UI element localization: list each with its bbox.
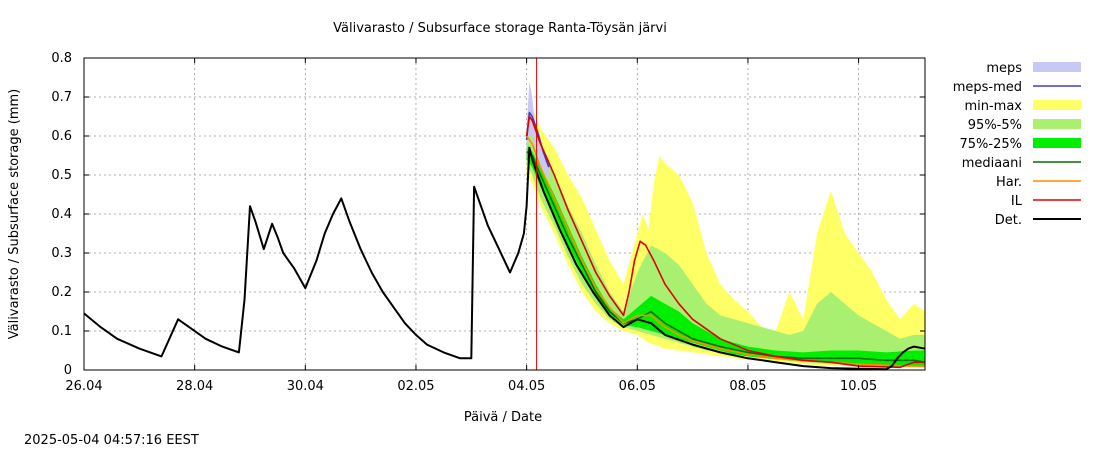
y-tick-label: 0.7 — [51, 90, 72, 105]
legend-label: mediaani — [962, 156, 1022, 171]
series-det — [83, 146, 926, 371]
legend-swatch — [1033, 119, 1081, 129]
legend-label: meps-med — [953, 80, 1022, 95]
bands — [526, 81, 925, 369]
x-tick-label: 30.04 — [287, 379, 324, 394]
series-mediaani — [526, 150, 926, 363]
x-tick-label: 28.04 — [176, 379, 213, 394]
legend-swatch — [1033, 62, 1081, 72]
legend-swatch — [1033, 138, 1081, 148]
y-tick-label: 0.6 — [51, 129, 72, 144]
timestamp: 2025-05-04 04:57:16 EEST — [24, 433, 199, 448]
legend-label: IL — [1011, 194, 1023, 209]
legend-label: 95%-5% — [968, 118, 1022, 133]
legend-label: 75%-25% — [960, 137, 1022, 152]
x-axis-ticks: 26.04 28.04 30.04 02.05 04.05 06.05 08.05 10.05 — [65, 58, 877, 394]
series-lines — [83, 111, 926, 371]
legend-label: meps — [986, 61, 1022, 76]
band-meps — [526, 81, 549, 179]
y-tick-label: 0.8 — [51, 51, 72, 66]
chart-title: Välivarasto / Subsurface storage Ranta-T… — [333, 21, 667, 36]
legend: meps meps-med min-max 95%-5% 75%-25% mediaani… — [953, 61, 1081, 228]
series-il — [525, 115, 925, 369]
y-tick-label: 0.5 — [51, 168, 72, 183]
legend-label: min-max — [964, 99, 1022, 114]
x-tick-label: 06.05 — [619, 379, 656, 394]
y-tick-label: 0.2 — [51, 285, 72, 300]
y-tick-label: 0.4 — [51, 207, 72, 222]
x-axis-label: Päivä / Date — [464, 410, 542, 425]
x-tick-label: 26.04 — [65, 379, 102, 394]
y-axis-label: Välivarasto / Subsurface storage (mm) — [7, 89, 22, 339]
y-tick-label: 0.1 — [51, 324, 72, 339]
x-tick-label: 04.05 — [508, 379, 545, 394]
x-tick-label: 10.05 — [840, 379, 877, 394]
legend-label: Har. — [996, 175, 1022, 190]
y-tick-label: 0.3 — [51, 246, 72, 261]
y-tick-label: 0 — [64, 363, 72, 378]
legend-label: Det. — [995, 213, 1022, 228]
legend-swatch — [1033, 100, 1081, 110]
band-95-5- — [526, 136, 925, 368]
x-tick-label: 02.05 — [397, 379, 434, 394]
y-axis-ticks: 0 0.1 0.2 0.3 0.4 0.5 0.6 0.7 0.8 — [51, 51, 925, 378]
x-tick-label: 08.05 — [729, 379, 766, 394]
